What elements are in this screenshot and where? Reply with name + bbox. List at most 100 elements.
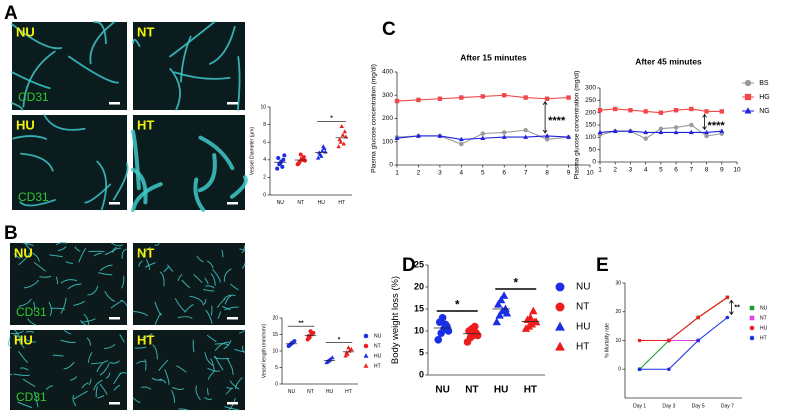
vessel bbox=[89, 21, 116, 65]
data-point bbox=[704, 129, 709, 135]
data-point bbox=[306, 334, 311, 339]
vessel bbox=[83, 314, 90, 326]
data-point bbox=[523, 134, 529, 139]
legend-marker bbox=[363, 353, 369, 358]
x-tick-label: Day 1 bbox=[633, 403, 646, 409]
data-point bbox=[441, 320, 450, 329]
data-point bbox=[725, 315, 730, 320]
data-point bbox=[597, 129, 603, 135]
vessel bbox=[202, 298, 207, 306]
data-point bbox=[349, 346, 354, 351]
data-point bbox=[637, 367, 642, 372]
x-tick-label: HT bbox=[524, 385, 537, 396]
vessel bbox=[99, 264, 113, 271]
data-point bbox=[302, 158, 307, 163]
significance-label: **** bbox=[548, 115, 566, 127]
data-point bbox=[502, 93, 507, 98]
data-point bbox=[416, 97, 421, 103]
vessel bbox=[87, 352, 93, 363]
vessel bbox=[224, 295, 232, 305]
data-point bbox=[492, 317, 501, 326]
image-label: HU bbox=[14, 332, 33, 347]
series-line bbox=[639, 317, 728, 370]
y-tick-label: 15 bbox=[272, 332, 278, 338]
y-tick-label: 10 bbox=[615, 338, 621, 344]
data-point bbox=[495, 311, 504, 319]
legend-marker bbox=[555, 282, 565, 292]
data-point bbox=[340, 132, 345, 137]
data-point bbox=[480, 94, 485, 99]
y-tick-label: 50 bbox=[589, 146, 597, 153]
vessel bbox=[112, 247, 122, 254]
x-tick-label: 10 bbox=[733, 167, 741, 174]
vessel bbox=[91, 362, 103, 365]
vessel bbox=[52, 354, 64, 357]
vessel bbox=[65, 261, 74, 264]
y-tick-label: 20 bbox=[414, 281, 424, 291]
vessel bbox=[96, 160, 108, 211]
x-tick-label: NU bbox=[435, 385, 449, 396]
vessel bbox=[158, 379, 167, 384]
data-point bbox=[526, 313, 535, 321]
vessel bbox=[131, 167, 148, 205]
data-point bbox=[725, 295, 730, 300]
data-point bbox=[673, 129, 679, 135]
x-tick-label: NU bbox=[288, 389, 296, 395]
vessel bbox=[63, 361, 75, 370]
stain-label: CD31 bbox=[16, 390, 47, 404]
data-point bbox=[628, 128, 633, 133]
y-tick-label: 5 bbox=[275, 365, 278, 371]
legend-marker bbox=[555, 302, 565, 312]
data-point bbox=[637, 338, 642, 343]
scale-bar bbox=[227, 102, 238, 105]
data-point bbox=[416, 133, 421, 138]
vessel bbox=[13, 253, 21, 259]
scale-bar bbox=[227, 317, 238, 320]
vessel bbox=[18, 339, 25, 349]
data-point bbox=[523, 127, 528, 133]
vessel bbox=[64, 329, 72, 335]
vessel bbox=[27, 318, 37, 326]
vessel bbox=[154, 242, 160, 246]
data-point bbox=[667, 338, 671, 343]
x-tick-label: 7 bbox=[690, 167, 694, 174]
vessel bbox=[18, 298, 32, 307]
vessel bbox=[121, 248, 127, 259]
vessel bbox=[226, 357, 232, 366]
data-point bbox=[566, 95, 571, 100]
y-tick-label: 200 bbox=[585, 109, 596, 116]
image-label: HT bbox=[137, 117, 154, 132]
micrograph bbox=[12, 115, 127, 210]
legend-label: HT bbox=[374, 363, 381, 369]
vessel bbox=[30, 251, 40, 262]
vessel bbox=[142, 246, 151, 256]
x-tick-label: 7 bbox=[524, 170, 528, 177]
data-point bbox=[325, 359, 330, 364]
vessel bbox=[225, 387, 233, 395]
micrograph bbox=[10, 330, 127, 410]
vessel bbox=[19, 199, 56, 207]
vessel bbox=[174, 298, 186, 312]
data-point bbox=[689, 106, 694, 112]
y-tick-label: 4 bbox=[263, 157, 266, 163]
vessel bbox=[210, 358, 215, 372]
legend-label: NT bbox=[374, 343, 381, 349]
vessel bbox=[9, 373, 13, 376]
y-tick-label: 0 bbox=[592, 159, 596, 166]
data-point bbox=[501, 134, 507, 139]
scale-bar bbox=[109, 202, 120, 205]
vessel bbox=[228, 397, 236, 411]
vessel bbox=[204, 277, 209, 285]
data-point bbox=[438, 314, 447, 322]
data-point bbox=[342, 129, 348, 134]
scale-bar bbox=[227, 202, 238, 205]
y-tick-label: 0 bbox=[618, 367, 621, 373]
x-tick-label: 8 bbox=[705, 167, 709, 174]
x-tick-label: 2 bbox=[613, 167, 617, 174]
y-tick-label: 300 bbox=[382, 92, 393, 99]
vessel bbox=[20, 152, 54, 172]
vessel bbox=[223, 268, 232, 282]
vessel bbox=[207, 388, 209, 396]
data-point bbox=[344, 350, 349, 355]
vessel bbox=[67, 283, 82, 290]
